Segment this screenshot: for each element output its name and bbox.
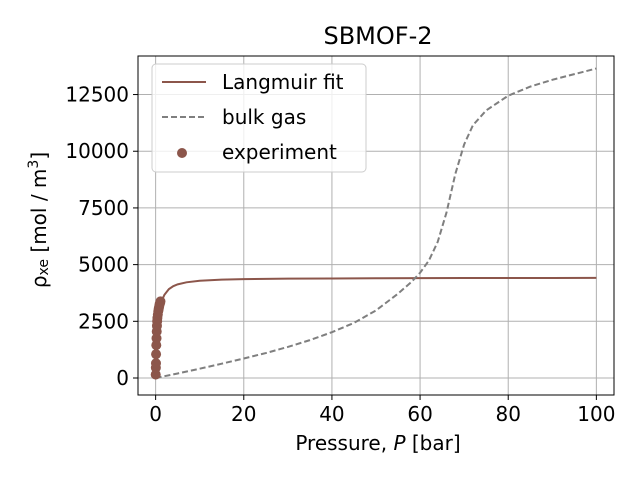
x-tick-label: 20 [231,402,256,426]
y-axis-label-main: ρ [27,275,51,288]
chart-title: SBMOF-2 [323,22,432,50]
x-axis-label-prefix: Pressure, [295,431,393,455]
experiment-point [155,296,166,307]
x-tick-label: 100 [577,402,615,426]
legend-langmuir-label: Langmuir fit [222,70,344,94]
y-tick-label: 10000 [65,139,129,163]
plot-area [150,67,597,380]
y-tick-label: 0 [116,366,129,390]
legend-experiment-label: experiment [222,140,337,164]
x-axis-label-suffix: [bar] [406,431,461,455]
x-tick-label: 80 [495,402,520,426]
legend-bulk-gas-label: bulk gas [222,105,306,129]
axes-frame [137,55,615,396]
y-axis-label-units: [mol / m [27,169,51,259]
experiment-point [151,349,162,360]
x-tick-label: 0 [149,402,162,426]
y-axis-label-sup: 3 [26,160,42,169]
x-axis-label: Pressure, P [bar] [295,431,460,455]
y-tick-label: 5000 [78,253,129,277]
x-axis-label-var: P [393,431,406,455]
y-tick-label: 2500 [78,309,129,333]
experiment-point [150,358,161,369]
axis-ticks: 0 20 40 60 80 100 0 2500 5000 7500 10000 12500 [65,83,615,426]
legend: Langmuir fit bulk gas experiment [151,63,367,173]
y-tick-label: 7500 [78,196,129,220]
legend-experiment-swatch [177,148,187,158]
x-tick-label: 40 [319,402,344,426]
y-axis-label-sub: xe [36,259,52,275]
x-tick-label: 60 [407,402,432,426]
bulk-gas-line [155,67,597,379]
legend-box [151,63,367,173]
y-tick-label: 12500 [65,83,129,107]
y-axis-label: ρxe [mol / m3] [26,152,52,288]
y-axis-label-close: ] [27,152,51,160]
